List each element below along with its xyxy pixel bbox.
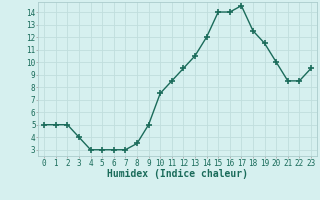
X-axis label: Humidex (Indice chaleur): Humidex (Indice chaleur)	[107, 169, 248, 179]
